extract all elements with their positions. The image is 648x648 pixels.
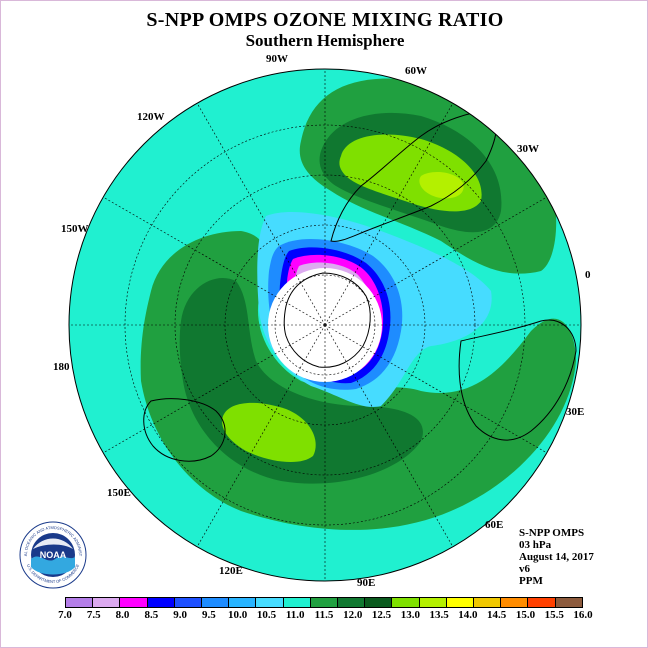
continent-outline-africa: [458, 319, 577, 441]
lon-label-30w: 30W: [517, 143, 539, 155]
lon-label-120w: 120W: [137, 111, 165, 123]
colorbar-swatch: [392, 598, 420, 607]
lon-label-0: 0: [585, 269, 591, 281]
noaa-logo: NOAA NATIONAL OCEANIC AND ATMOSPHERIC AD…: [19, 521, 87, 589]
colorbar-tick-label: 10.5: [256, 609, 277, 621]
colorbar-tick-label: 16.0: [573, 609, 593, 621]
info-version: v6: [519, 563, 530, 575]
info-units: PPM: [519, 575, 543, 587]
colorbar-tick-label: 13.0: [400, 609, 420, 621]
colorbar-tick-label: 12.5: [371, 609, 392, 621]
continent-outline-australia: [143, 398, 226, 462]
colorbar-swatch: [66, 598, 94, 607]
colorbar-swatch: [365, 598, 393, 607]
lon-label-30e: 30E: [566, 406, 585, 418]
colorbar-swatch: [229, 598, 257, 607]
continent-outline-antarctica: [283, 272, 371, 368]
colorbar-swatch: [310, 598, 339, 607]
colorbar-tick-label: 9.0: [173, 609, 187, 621]
high-ozone-atlantic-core: [419, 171, 464, 199]
colorbar-tick-label: 9.5: [202, 609, 216, 621]
colorbar-tick-label: 12.0: [343, 609, 363, 621]
colorbar-swatch: [283, 598, 311, 607]
lon-label-90w: 90W: [266, 53, 288, 65]
map-title: S-NPP OMPS OZONE MIXING RATIO: [146, 9, 504, 31]
lon-label-60e: 60E: [485, 519, 504, 531]
lon-label-150w: 150W: [61, 223, 89, 235]
colorbar-swatch: [338, 598, 366, 607]
colorbar-tick-label: 13.5: [429, 609, 449, 621]
info-block: S-NPP OMPS 03 hPa August 14, 2017 v6 PPM: [519, 527, 594, 587]
high-ozone-pacific: [222, 402, 316, 463]
info-instrument: S-NPP OMPS: [519, 527, 585, 539]
colorbar-swatch: [528, 598, 556, 607]
colorbar-tick-label: 14.5: [487, 609, 507, 621]
map-subtitle: Southern Hemisphere: [245, 31, 405, 50]
lon-label-60w: 60W: [405, 65, 427, 77]
colorbar-tick-label: 8.5: [144, 609, 159, 621]
colorbar-swatch: [446, 598, 475, 607]
lon-label-90e: 90E: [357, 577, 376, 589]
colorbar-swatch: [474, 598, 502, 607]
colorbar-tick-label: 8.0: [115, 609, 130, 621]
graticule-meridians: [69, 69, 581, 581]
colorbar-swatch: [93, 598, 121, 607]
colorbar-tick-label: 15.5: [544, 609, 564, 621]
colorbar: [65, 597, 583, 608]
colorbar-swatch: [256, 598, 284, 607]
colorbar-swatch: [501, 598, 529, 607]
colorbar-swatch: [555, 598, 582, 607]
colorbar-tick-label: 7.0: [58, 609, 72, 621]
colorbar-swatch: [147, 598, 175, 607]
colorbar-tick-label: 15.0: [515, 609, 536, 621]
info-date: August 14, 2017: [519, 551, 594, 563]
colorbar-tick-label: 7.5: [86, 609, 101, 621]
colorbar-swatch: [120, 598, 148, 607]
colorbar-swatch: [202, 598, 230, 607]
info-level: 03 hPa: [519, 539, 552, 551]
colorbar-tick-label: 11.0: [285, 609, 305, 621]
colorbar-labels: 7.0 7.5 8.0 8.5 9.0 9.5 10.0 10.5 11.0 11.5 12.0 12…: [1, 609, 647, 623]
lon-label-180: 180: [53, 361, 70, 373]
logo-text: NOAA: [40, 550, 67, 560]
colorbar-swatch: [174, 598, 203, 607]
colorbar-tick-label: 14.0: [458, 609, 478, 621]
colorbar-tick-label: 10.0: [228, 609, 248, 621]
map-boundary: [68, 68, 582, 582]
colorbar-swatch: [419, 598, 447, 607]
lon-label-150e: 150E: [107, 487, 131, 499]
colorbar-tick-label: 11.5: [314, 609, 334, 621]
lon-label-120e: 120E: [219, 565, 243, 577]
